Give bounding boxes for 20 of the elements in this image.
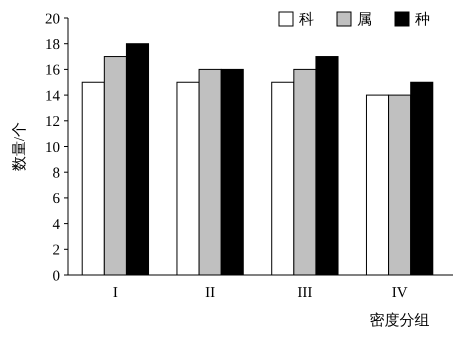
y-tick-label: 10 [45,140,60,156]
x-tick-label: II [205,285,216,301]
y-tick-label: 14 [45,88,60,104]
legend-label: 属 [357,12,372,28]
y-tick-label: 6 [52,191,60,208]
x-tick-label: IV [392,285,408,301]
y-tick-label: 18 [45,36,60,53]
x-axis-title: 密度分组 [370,312,430,329]
legend-label: 种 [415,11,430,28]
y-tick-label: 2 [52,242,60,259]
y-axis-title: 数量/个 [11,122,28,172]
y-tick-label: 16 [45,62,60,79]
y-tick-label: 8 [52,165,60,182]
y-tick-label: 4 [52,216,60,233]
y-tick-label: 0 [52,268,60,284]
legend-label: 科 [299,11,314,28]
y-tick-label: 12 [45,114,60,130]
x-tick-label: III [297,285,312,301]
x-tick-label: I [112,285,118,301]
y-tick-label: 20 [45,11,60,28]
